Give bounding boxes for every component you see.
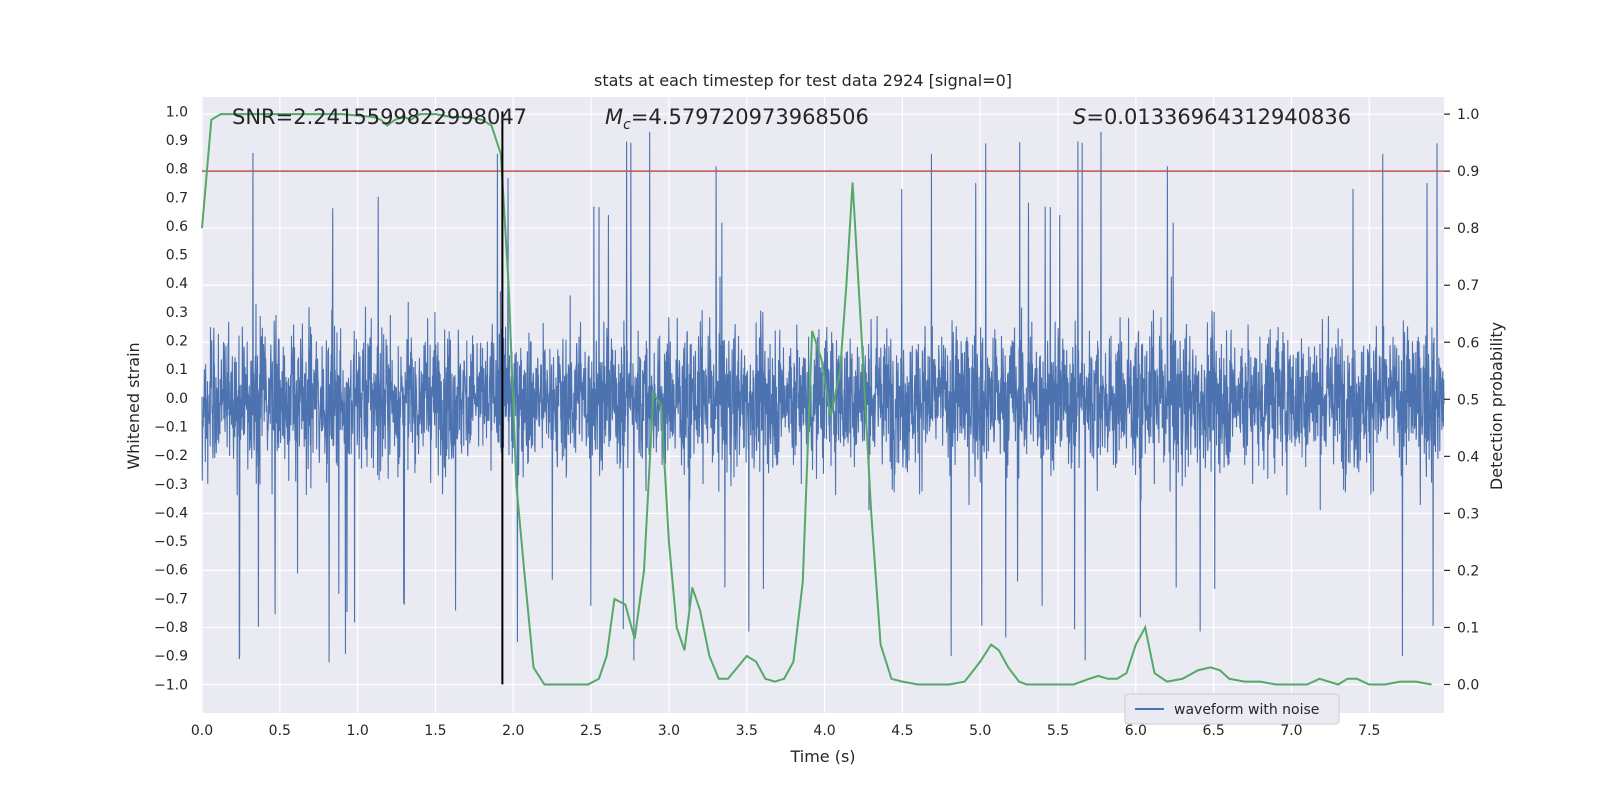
- right-axis-ticks: 1.0 0.9 0.8 0.7 0.6 0.5 0.4 0.3 0.2 0.1 0.0: [1444, 107, 1479, 693]
- right-tick-label: 0.5: [1457, 392, 1479, 408]
- left-tick-label: 0.0: [166, 391, 188, 407]
- left-tick-label: 0.9: [166, 133, 188, 149]
- left-axis-label: Whitened strain: [124, 342, 143, 469]
- left-tick-label: 0.2: [166, 334, 188, 350]
- waveform-series: [201, 131, 1445, 663]
- chirp-mass-annotation: Mc=4.579720973968506: [605, 105, 869, 133]
- x-tick-label: 4.0: [813, 723, 835, 739]
- probability-series: [201, 113, 1432, 686]
- x-axis-ticks: 0.0 0.5 1.0 1.5 2.0 2.5 3.0 3.5 4.0 4.5 5.0 5.5 6.0 6…: [191, 723, 1381, 739]
- left-tick-label: −0.8: [154, 620, 188, 636]
- right-tick-label: 0.9: [1457, 164, 1479, 180]
- left-tick-label: 0.3: [166, 305, 188, 321]
- right-tick-label: 0.6: [1457, 335, 1479, 351]
- x-tick-label: 0.0: [191, 723, 213, 739]
- x-tick-label: 6.5: [1203, 723, 1225, 739]
- chirp-mass-subscript: c: [623, 117, 631, 133]
- x-tick-label: 4.5: [891, 723, 913, 739]
- x-tick-label: 7.0: [1280, 723, 1302, 739]
- left-tick-label: −0.2: [154, 448, 188, 464]
- left-tick-label: −0.7: [154, 591, 188, 607]
- right-tick-label: 1.0: [1457, 107, 1479, 123]
- x-axis-label: Time (s): [789, 747, 855, 766]
- x-tick-label: 5.0: [969, 723, 991, 739]
- left-tick-label: 0.8: [166, 162, 188, 178]
- right-tick-label: 0.4: [1457, 449, 1479, 465]
- left-tick-label: 1.0: [166, 104, 188, 120]
- right-tick-label: 0.8: [1457, 221, 1479, 237]
- legend: waveform with noise: [1124, 693, 1340, 725]
- left-tick-label: 0.5: [166, 248, 188, 264]
- x-tick-label: 0.5: [269, 723, 291, 739]
- x-tick-label: 2.5: [580, 723, 602, 739]
- chart-title: stats at each timestep for test data 292…: [594, 71, 1012, 90]
- x-tick-label: 7.5: [1358, 723, 1380, 739]
- chirp-mass-symbol: M: [605, 105, 623, 129]
- legend-box: [1124, 693, 1340, 725]
- s-value: =0.01336964312940836: [1086, 105, 1351, 129]
- left-tick-label: 0.4: [166, 276, 188, 292]
- left-tick-label: −0.3: [154, 477, 188, 493]
- left-tick-label: −0.6: [154, 563, 188, 579]
- legend-waveform-label: waveform with noise: [1174, 702, 1319, 718]
- left-tick-label: 0.6: [166, 219, 188, 235]
- right-tick-label: 0.7: [1457, 278, 1479, 294]
- waveform-line: [201, 131, 1445, 663]
- x-tick-label: 3.5: [736, 723, 758, 739]
- left-tick-label: −0.9: [154, 649, 188, 665]
- left-tick-label: −0.1: [154, 419, 188, 435]
- x-tick-label: 1.0: [347, 723, 369, 739]
- right-tick-label: 0.0: [1457, 677, 1479, 693]
- right-tick-label: 0.3: [1457, 506, 1479, 522]
- left-axis-ticks: 1.0 0.9 0.8 0.7 0.6 0.5 0.4 0.3 0.2 0.1 0.0 −0.1 −0.…: [154, 104, 188, 693]
- s-annotation: S=0.01336964312940836: [1073, 105, 1351, 129]
- s-symbol: S: [1073, 105, 1086, 129]
- x-tick-label: 3.0: [658, 723, 680, 739]
- left-tick-label: −1.0: [154, 677, 188, 693]
- right-axis-label: Detection probability: [1487, 322, 1506, 490]
- snr-annotation: SNR=2.2415599822998047: [232, 105, 527, 129]
- x-tick-label: 5.5: [1047, 723, 1069, 739]
- right-tick-label: 0.2: [1457, 563, 1479, 579]
- left-tick-label: −0.5: [154, 534, 188, 550]
- x-tick-label: 1.5: [424, 723, 446, 739]
- chirp-mass-value: =4.579720973968506: [631, 105, 869, 129]
- right-tick-label: 0.1: [1457, 620, 1479, 636]
- left-tick-label: −0.4: [154, 505, 188, 521]
- left-tick-label: 0.7: [166, 190, 188, 206]
- x-tick-label: 6.0: [1125, 723, 1147, 739]
- left-tick-label: 0.1: [166, 362, 188, 378]
- probability-line: [201, 113, 1432, 686]
- x-tick-label: 2.0: [502, 723, 524, 739]
